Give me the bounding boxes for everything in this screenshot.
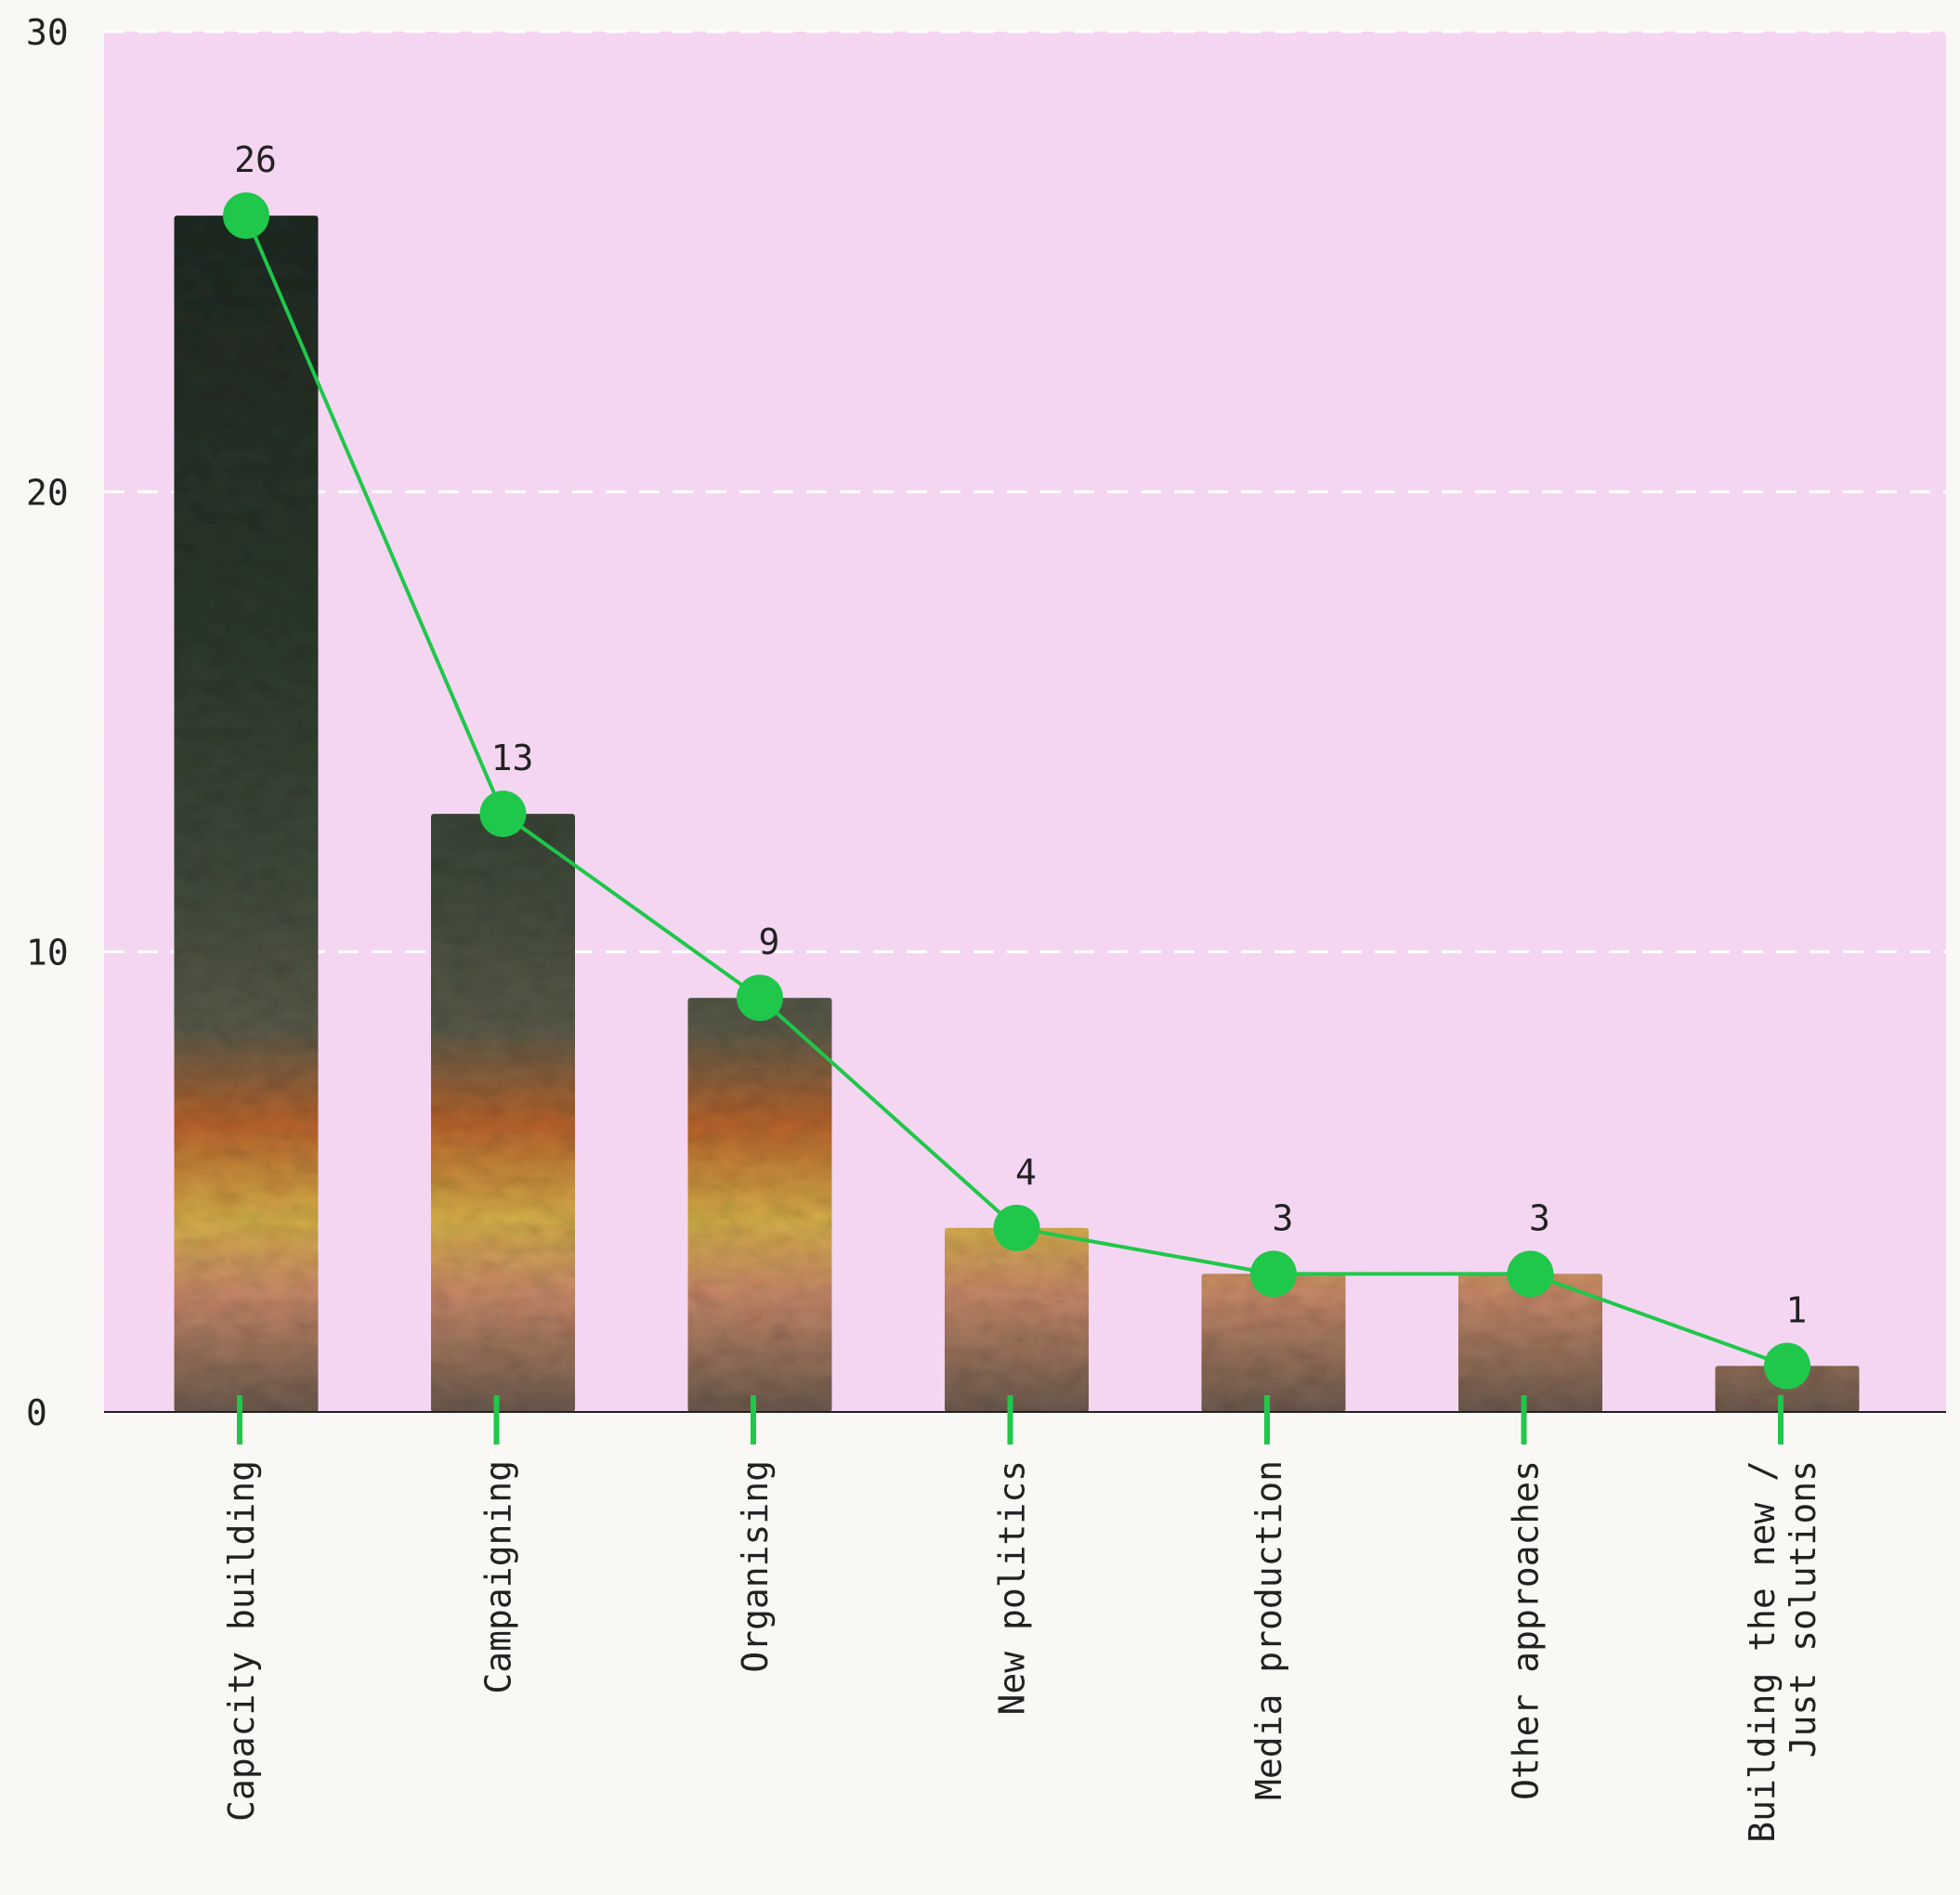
x-tick-label: Other approaches — [1506, 1460, 1547, 1800]
y-tick-label: 30 — [26, 12, 69, 53]
bar — [945, 1227, 1089, 1412]
bar — [1201, 1274, 1346, 1412]
data-point — [993, 1204, 1040, 1251]
bar — [1458, 1274, 1602, 1412]
x-tick-label: Capacity building — [221, 1460, 262, 1822]
data-point — [737, 974, 783, 1022]
x-tick-label: Media production — [1248, 1460, 1289, 1800]
data-label: 26 — [234, 139, 277, 180]
data-label: 4 — [1015, 1152, 1037, 1193]
x-tick-label: Building the new / — [1742, 1460, 1783, 1843]
data-label: 13 — [491, 738, 534, 778]
data-point — [1764, 1342, 1810, 1390]
data-label: 9 — [759, 921, 780, 962]
bar — [431, 814, 575, 1412]
bar — [687, 998, 832, 1412]
y-tick-label: 10 — [26, 933, 69, 974]
y-tick-label: 0 — [26, 1392, 47, 1433]
bar — [174, 216, 319, 1413]
plot-grain — [104, 32, 1946, 1412]
data-label: 3 — [1273, 1197, 1294, 1238]
data-label: 3 — [1529, 1197, 1550, 1238]
x-tick-label: Just solutions — [1783, 1460, 1823, 1758]
x-tick-label: Organising — [735, 1460, 776, 1673]
data-point — [1507, 1250, 1554, 1298]
x-tick-label: New politics — [992, 1460, 1033, 1716]
data-point — [479, 791, 527, 838]
data-point — [223, 192, 269, 240]
y-tick-label: 20 — [26, 472, 69, 513]
data-label: 1 — [1786, 1289, 1808, 1330]
x-tick-label: Campaigning — [478, 1460, 519, 1694]
data-point — [1250, 1250, 1297, 1298]
